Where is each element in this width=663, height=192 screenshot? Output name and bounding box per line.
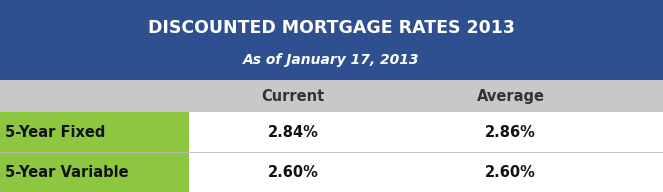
Text: DISCOUNTED MORTGAGE RATES 2013: DISCOUNTED MORTGAGE RATES 2013	[148, 19, 515, 37]
Bar	[0, 112, 189, 152]
Text: 2.60%: 2.60%	[268, 165, 318, 180]
Bar	[0, 152, 189, 192]
Bar	[189, 112, 663, 152]
Bar	[0, 80, 663, 112]
Text: 2.84%: 2.84%	[268, 124, 318, 140]
Text: 5-Year Fixed: 5-Year Fixed	[5, 124, 105, 140]
Bar	[189, 152, 663, 192]
Text: 2.60%: 2.60%	[485, 165, 536, 180]
Text: Current: Current	[261, 89, 325, 103]
Bar	[0, 0, 663, 80]
Text: 2.86%: 2.86%	[485, 124, 536, 140]
Text: Average: Average	[477, 89, 544, 103]
Text: 5-Year Variable: 5-Year Variable	[5, 165, 129, 180]
Text: As of January 17, 2013: As of January 17, 2013	[243, 53, 420, 67]
